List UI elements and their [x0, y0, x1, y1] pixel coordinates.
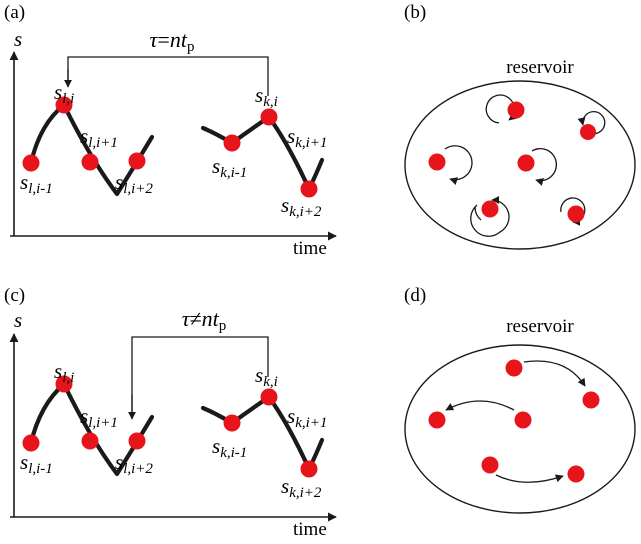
panel-b-tag: (b) — [404, 2, 426, 23]
panel-d-particle-1 — [505, 359, 523, 377]
panel-a-label-l-im1: sl,i-1 — [20, 170, 53, 197]
panel-a-point-l-i — [55, 96, 73, 114]
panel-b-particle-6 — [567, 205, 585, 223]
panel-a-y-axis-label: s — [14, 27, 22, 51]
panel-c-tau-connector — [131, 336, 269, 418]
panel-b-particle-1 — [507, 101, 525, 119]
panel-c-label-k-ip1: sk,i+1 — [287, 404, 327, 431]
panel-c-point-k-ip2 — [300, 460, 318, 478]
panel-a-label-k-ip1: sk,i+1 — [287, 124, 327, 151]
panel-a-point-k-i — [260, 108, 278, 126]
panel-a-label-l-ip2: sl,i+2 — [115, 170, 153, 197]
panel-a-tau-connector — [67, 56, 269, 96]
panel-d-jump-1 — [523, 360, 586, 387]
panel-b-reservoir — [404, 80, 636, 250]
panel-c-point-k-i — [260, 388, 278, 406]
panel-c-point-k-im1 — [223, 414, 241, 432]
panel-c-label-l-ip2: sl,i+2 — [115, 450, 153, 477]
panel-c-tag: (c) — [4, 285, 25, 306]
panel-a: (a) s time τ=ntp sl,i sl,i-1 sl,i+1 sl,i… — [4, 2, 337, 259]
panel-c-point-l-ip1 — [81, 432, 99, 450]
panel-d-particle-2 — [582, 391, 600, 409]
panel-d-particle-5 — [481, 456, 499, 474]
panel-d-jump-3 — [495, 474, 564, 483]
panel-b: (b) reservoir — [404, 2, 636, 250]
panel-d-reservoir — [404, 344, 636, 514]
panel-c-tau-label: τ≠ntp — [182, 306, 227, 334]
panel-c-label-k-ip2: sk,i+2 — [281, 474, 322, 501]
panel-a-point-k-im1 — [223, 134, 241, 152]
panel-d-tag: (d) — [404, 285, 426, 306]
panel-b-title: reservoir — [506, 57, 574, 78]
panel-b-particle-2 — [580, 124, 596, 140]
panel-c-y-axis-label: s — [14, 308, 22, 332]
panel-a-x-axis-label: time — [293, 238, 327, 259]
panel-d-particle-4 — [428, 411, 446, 429]
panel-a-point-l-im1 — [22, 154, 40, 172]
panel-c-x-axis-label: time — [293, 519, 327, 540]
panel-c-label-k-im1: sk,i-1 — [212, 434, 247, 461]
panel-a-label-k-ip2: sk,i+2 — [281, 193, 322, 220]
panel-b-particle-3 — [428, 153, 446, 171]
panel-b-particle-4 — [517, 154, 535, 172]
panel-b-loop-3 — [444, 145, 473, 185]
panel-a-point-l-ip2 — [128, 152, 146, 170]
panel-d-title: reservoir — [506, 316, 574, 337]
panel-b-particle-5 — [481, 200, 499, 218]
panel-b-loop-4 — [531, 147, 558, 186]
panel-c: (c) s time τ≠ntp sl,i sl,i-1 sl,i+1 sl,i… — [4, 285, 337, 540]
panel-d-particle-3 — [514, 411, 532, 429]
panel-d: (d) reservoir — [404, 285, 636, 514]
panel-c-label-l-ip1: sl,i+1 — [80, 404, 118, 431]
panel-a-tau-label: τ=ntp — [150, 27, 195, 55]
panel-a-point-k-ip2 — [300, 180, 318, 198]
panel-c-label-l-im1: sl,i-1 — [20, 450, 53, 477]
panel-c-point-l-i — [55, 375, 73, 393]
panel-a-label-l-i: sl,i — [54, 80, 74, 107]
panel-d-particle-6 — [567, 465, 585, 483]
panel-c-point-l-ip2 — [128, 432, 146, 450]
panel-d-jump-2 — [445, 400, 515, 411]
panel-b-loop-5b — [470, 196, 510, 237]
panel-b-loop-5 — [474, 206, 482, 221]
panel-c-point-l-im1 — [22, 434, 40, 452]
panel-c-label-l-i: sl,i — [54, 359, 74, 386]
panel-b-loop-2 — [577, 111, 606, 135]
panel-a-label-k-im1: sk,i-1 — [212, 154, 247, 181]
panel-a-label-l-ip1: sl,i+1 — [80, 124, 118, 151]
panel-c-label-k-i: sk,i — [255, 363, 278, 390]
panel-a-label-k-i: sk,i — [255, 83, 278, 110]
panel-a-tag: (a) — [4, 2, 25, 23]
panel-a-point-l-ip1 — [81, 153, 99, 171]
